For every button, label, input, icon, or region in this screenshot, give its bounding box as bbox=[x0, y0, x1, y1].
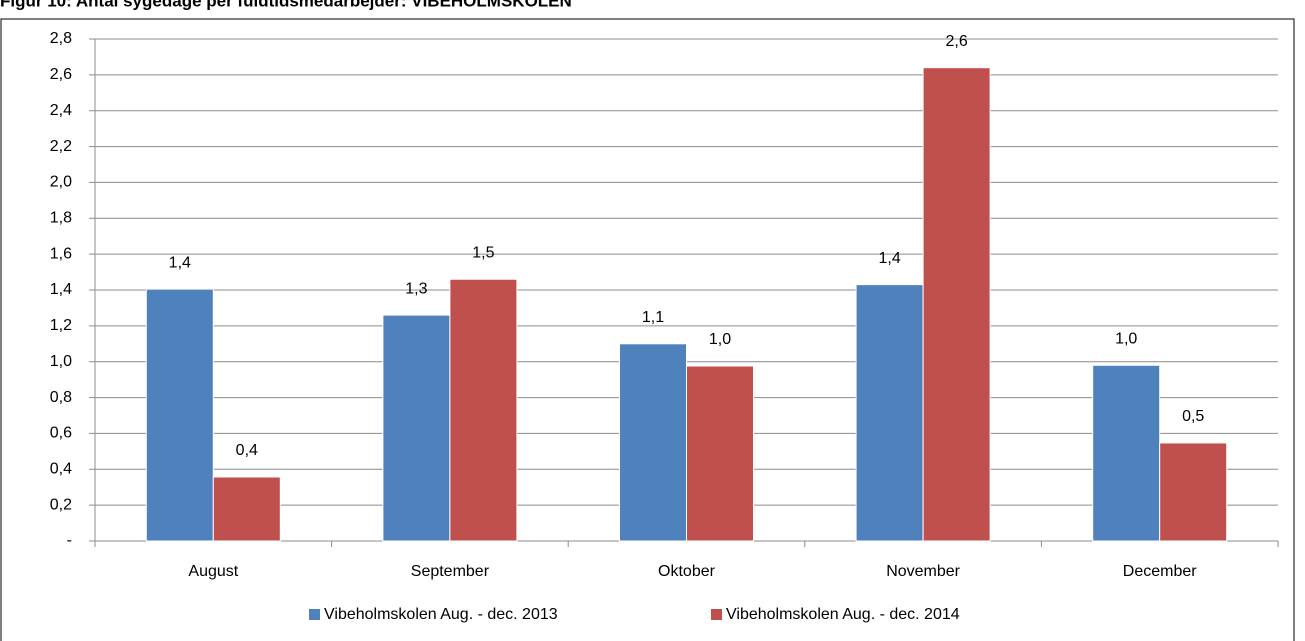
bar bbox=[855, 284, 924, 542]
y-tick-label: 0,8 bbox=[50, 389, 72, 406]
y-tick-label: 1,6 bbox=[50, 245, 72, 262]
x-tick-label: December bbox=[1123, 563, 1197, 580]
y-tick-label: 2,8 bbox=[50, 30, 72, 47]
bar bbox=[686, 365, 754, 542]
y-tick-label: 2,0 bbox=[50, 174, 72, 191]
y-tick-label: 1,4 bbox=[50, 281, 72, 298]
y-tick-label: 2,4 bbox=[50, 102, 72, 119]
legend-swatch bbox=[711, 609, 722, 620]
x-tick-label: August bbox=[188, 563, 238, 580]
y-tick-label: 0,6 bbox=[50, 425, 72, 442]
x-tick-label: September bbox=[411, 563, 490, 580]
y-tick-label: 1,8 bbox=[50, 210, 72, 227]
value-label: 1,4 bbox=[169, 254, 191, 271]
legend-label: Vibeholmskolen Aug. - dec. 2013 bbox=[324, 606, 558, 623]
y-tick-label: 1,2 bbox=[50, 317, 72, 334]
bar bbox=[145, 288, 214, 542]
bar bbox=[449, 278, 518, 542]
y-tick-label: 1,0 bbox=[50, 353, 72, 370]
bar bbox=[1159, 442, 1228, 542]
chart-title: Figur 10: Antal sygedage per fuldtidsmed… bbox=[0, 0, 572, 10]
bar bbox=[1092, 364, 1161, 542]
y-tick-label: 2,2 bbox=[50, 138, 72, 155]
value-label: 1,4 bbox=[878, 250, 900, 267]
y-tick-label: 0,4 bbox=[50, 461, 72, 478]
y-tick-label: - bbox=[67, 532, 72, 549]
value-label: 1,0 bbox=[1115, 331, 1137, 348]
y-tick-label: 2,6 bbox=[50, 66, 72, 83]
x-tick-label: November bbox=[886, 563, 960, 580]
value-label: 0,5 bbox=[1182, 408, 1204, 425]
x-tick-label: Oktober bbox=[658, 563, 716, 580]
value-label: 1,0 bbox=[709, 331, 731, 348]
bar bbox=[212, 476, 281, 542]
value-label: 1,3 bbox=[405, 280, 427, 297]
bar bbox=[382, 314, 451, 542]
legend-swatch bbox=[309, 609, 320, 620]
value-label: 0,4 bbox=[236, 442, 258, 459]
chart-frame bbox=[0, 18, 1295, 641]
y-tick-label: 0,2 bbox=[50, 496, 72, 513]
value-label: 1,5 bbox=[472, 244, 494, 261]
bar bbox=[619, 343, 687, 542]
legend-label: Vibeholmskolen Aug. - dec. 2014 bbox=[726, 606, 960, 623]
value-label: 1,1 bbox=[642, 309, 664, 326]
bar bbox=[922, 67, 991, 542]
value-label: 2,6 bbox=[945, 33, 967, 50]
